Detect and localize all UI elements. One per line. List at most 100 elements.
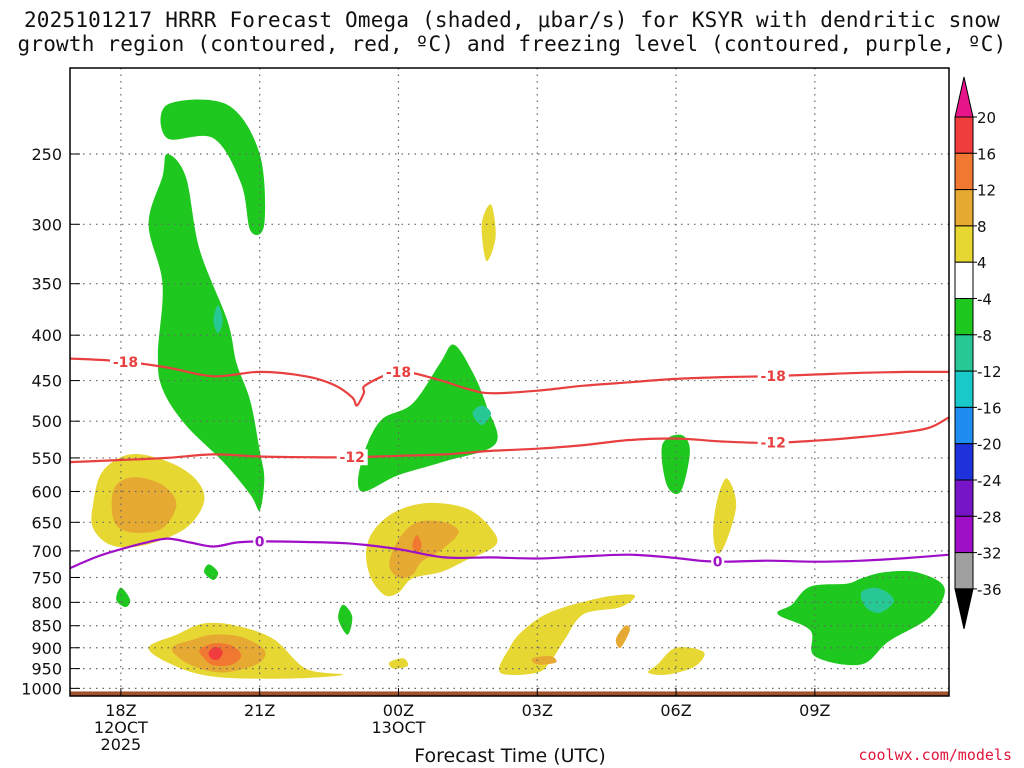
colorbar-segment-13: [954, 552, 974, 590]
contour-label-2-1: 0: [713, 555, 723, 571]
y-tick-label-850: 850: [31, 617, 62, 636]
x-axis-label: Forecast Time (UTC): [414, 745, 606, 767]
x-tick-label-15-0: 09Z: [799, 701, 830, 720]
colorbar-segment-9: [954, 406, 974, 445]
y-tick-label-250: 250: [31, 145, 62, 164]
omega-region-pos4-26: [388, 658, 409, 669]
chart-title-line-1: 2025101217 HRRR Forecast Omega (shaded, …: [23, 8, 1001, 32]
omega-region-neg4-8: [116, 587, 131, 608]
omega-region-pos8-22: [531, 656, 557, 665]
contour-label-bg-2-1: [711, 553, 725, 570]
y-tick-label-450: 450: [31, 372, 62, 391]
contour-label-0-1: -18: [386, 365, 411, 381]
grid-lines: [70, 68, 949, 696]
y-tick-label-900: 900: [31, 639, 62, 658]
contour-label-bg-1-0: [336, 449, 368, 466]
contour-label-0-0: -18: [113, 355, 138, 371]
contour-label-bg-1-1: [757, 434, 789, 451]
y-tick-label-1000: 1000: [21, 679, 62, 698]
colorbar-top-arrow: [954, 76, 974, 118]
colorbar-label-13: -36: [977, 581, 1002, 599]
omega-region-neg4-10: [338, 604, 353, 635]
y-tick-label-500: 500: [31, 412, 62, 431]
omega-region-neg4-1: [148, 154, 265, 511]
y-axis: 250 300 350 400 450 500 550 600 650 700 750 800 850 9…: [21, 145, 80, 698]
colorbar-segment-6: [954, 298, 974, 336]
y-tick-label-550: 550: [31, 449, 62, 468]
contour-label-bg-0-2: [757, 368, 789, 385]
colorbar-bottom-arrow: [954, 588, 974, 630]
contour-label-0-2: -18: [761, 369, 786, 385]
ground-layer: [70, 691, 949, 696]
x-tick-label-6-1: 13OCT: [372, 718, 426, 737]
omega-region-neg4-9: [204, 564, 219, 580]
omega-region-neg8-2: [213, 305, 223, 334]
colorbar-label-3: 8: [977, 218, 987, 236]
omega-region-neg8-7: [860, 587, 894, 613]
contour-line-freezing-0: [70, 537, 949, 570]
contour-label-bg-2-0: [253, 533, 267, 550]
contour-label-bg-0-0: [110, 353, 142, 370]
x-tick-label-0-1: 12OCT: [94, 718, 148, 737]
x-tick-label-0-0: 18Z: [105, 701, 136, 720]
omega-region-pos8-12: [111, 477, 177, 533]
colorbar-label-7: -12: [977, 363, 1002, 381]
contour-label-1-0: -12: [340, 450, 365, 466]
x-tick-label-3-0: 21Z: [244, 701, 275, 720]
colorbar-label-8: -16: [977, 399, 1002, 417]
colorbar-segment-7: [954, 334, 974, 372]
y-tick-label-750: 750: [31, 568, 62, 587]
omega-region-pos16-19: [208, 646, 223, 661]
contour-label-2-0: 0: [255, 534, 265, 550]
y-tick-label-700: 700: [31, 542, 62, 561]
omega-shading-layer: [91, 99, 945, 679]
colorbar-label-0: 20: [977, 109, 996, 127]
y-tick-label-800: 800: [31, 593, 62, 612]
colorbar-segment-3: [954, 189, 974, 227]
omega-region-pos4-25: [481, 204, 496, 262]
colorbar-segment-2: [954, 152, 974, 191]
colorbar-label-11: -28: [977, 508, 1002, 526]
y-tick-label-350: 350: [31, 275, 62, 294]
omega-region-neg4-5: [661, 434, 690, 495]
y-tick-label-600: 600: [31, 482, 62, 501]
y-tick-label-650: 650: [31, 513, 62, 532]
colorbar-label-5: -4: [977, 291, 992, 309]
omega-region-neg4-0: [160, 99, 266, 236]
source-credit: coolwx.com/models: [858, 746, 1012, 764]
y-tick-label-400: 400: [31, 326, 62, 345]
omega-region-pos4-24: [713, 478, 737, 554]
colorbar-segment-8: [954, 370, 974, 408]
colorbar-label-4: 4: [977, 254, 987, 272]
contour-line-dgz-12: [70, 416, 949, 464]
omega-region-pos8-21: [615, 625, 630, 648]
colorbar-segment-4: [954, 225, 974, 263]
colorbar-segment-5: [954, 261, 974, 300]
colorbar-label-2: 12: [977, 182, 996, 200]
omega-region-pos4-23: [648, 647, 705, 675]
colorbar-segment-12: [954, 515, 974, 554]
omega-region-neg4-6: [777, 570, 945, 666]
x-tick-label-12-0: 06Z: [660, 701, 691, 720]
contour-label-bg-0-1: [382, 363, 414, 380]
chart-title-line-2: growth region (contoured, red, ºC) and f…: [17, 32, 1007, 56]
colorbar-label-9: -20: [977, 436, 1002, 454]
x-tick-label-9-0: 03Z: [522, 701, 553, 720]
colorbar-segment-1: [954, 116, 974, 154]
x-tick-label-0-2: 2025: [101, 735, 142, 754]
y-tick-label-950: 950: [31, 660, 62, 679]
omega-region-neg8-4: [472, 405, 491, 425]
colorbar-segment-11: [954, 479, 974, 517]
contour-labels: -18 -18 -18 -12 -12 0 0: [110, 353, 789, 571]
x-tick-label-6-0: 00Z: [383, 701, 414, 720]
colorbar-label-6: -8: [977, 327, 992, 345]
contour-label-1-1: -12: [761, 436, 786, 452]
colorbar-legend: 20 16 12 8 4 -4 -8 -12 -16 -20 -24 -28 -32 -36: [954, 76, 1002, 630]
y-tick-label-300: 300: [31, 215, 62, 234]
omega-region-pos4-20: [499, 594, 636, 676]
colorbar-label-1: 16: [977, 145, 996, 163]
omega-region-pos12-15: [412, 535, 422, 554]
ground-surface: [70, 691, 949, 696]
